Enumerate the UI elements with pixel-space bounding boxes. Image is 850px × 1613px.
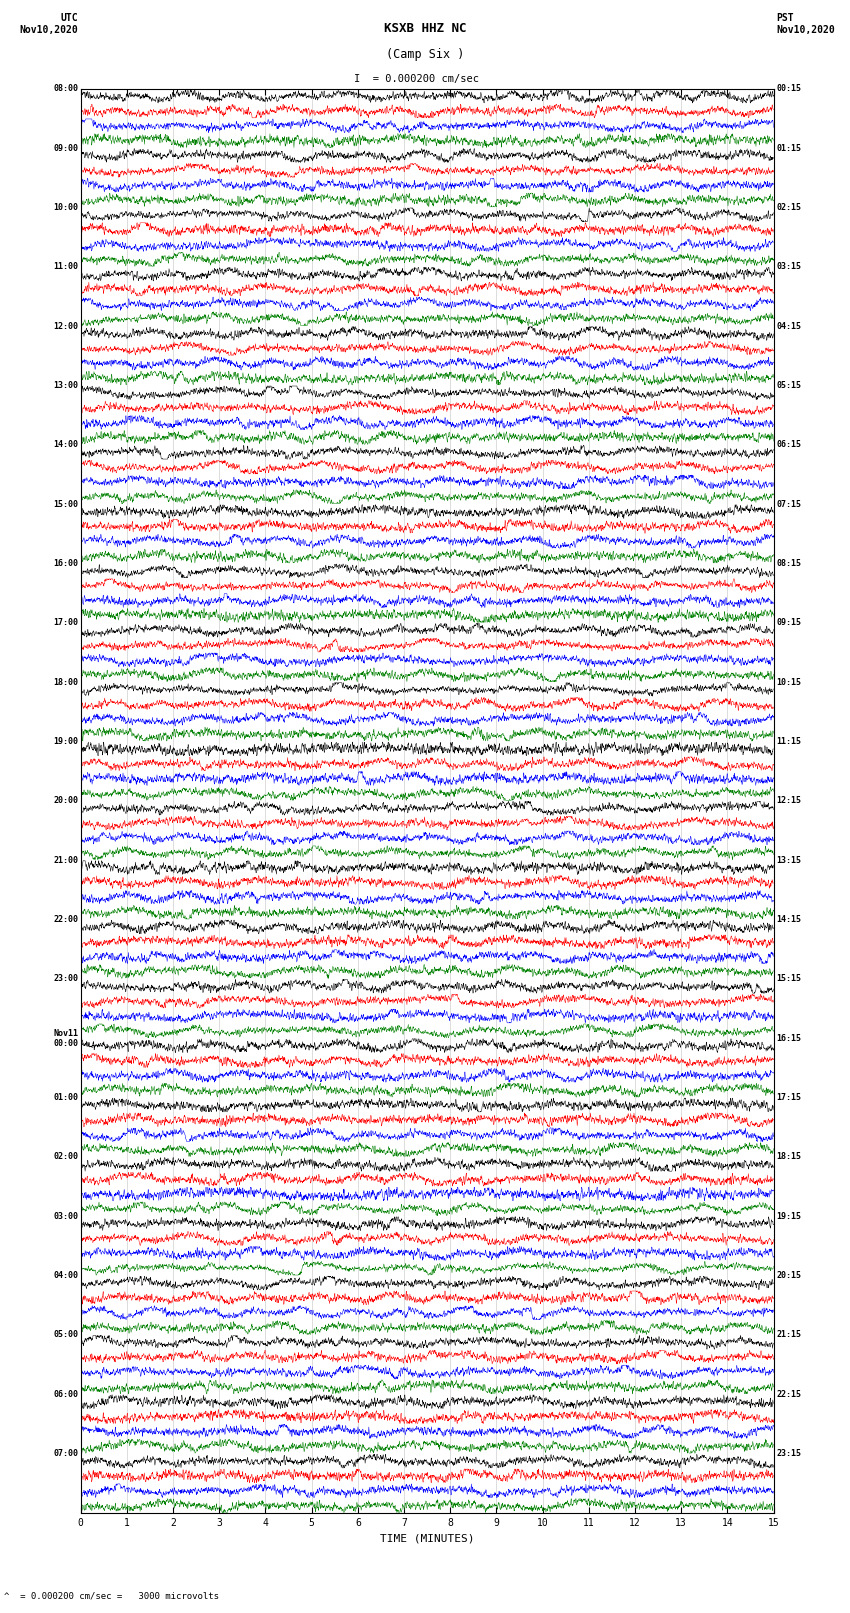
Text: 16:00: 16:00 <box>54 560 78 568</box>
Text: 10:00: 10:00 <box>54 203 78 211</box>
Text: 03:15: 03:15 <box>776 263 801 271</box>
Text: Nov11
00:00: Nov11 00:00 <box>54 1029 78 1048</box>
Text: 17:00: 17:00 <box>54 618 78 627</box>
Text: KSXB HHZ NC: KSXB HHZ NC <box>383 23 467 35</box>
Text: 15:00: 15:00 <box>54 500 78 508</box>
Text: 06:00: 06:00 <box>54 1390 78 1398</box>
Text: 14:00: 14:00 <box>54 440 78 450</box>
Text: 20:15: 20:15 <box>776 1271 801 1281</box>
Text: 05:00: 05:00 <box>54 1331 78 1339</box>
Text: 22:00: 22:00 <box>54 915 78 924</box>
Text: 23:00: 23:00 <box>54 974 78 984</box>
Text: 08:15: 08:15 <box>776 560 801 568</box>
Text: 00:15: 00:15 <box>776 84 801 94</box>
Text: 02:15: 02:15 <box>776 203 801 211</box>
Text: 03:00: 03:00 <box>54 1211 78 1221</box>
Text: 12:15: 12:15 <box>776 797 801 805</box>
Text: (Camp Six ): (Camp Six ) <box>386 48 464 61</box>
Text: 14:15: 14:15 <box>776 915 801 924</box>
Text: 09:00: 09:00 <box>54 144 78 153</box>
Text: 22:15: 22:15 <box>776 1390 801 1398</box>
Text: 13:00: 13:00 <box>54 381 78 390</box>
Text: PST
Nov10,2020: PST Nov10,2020 <box>776 13 835 35</box>
Text: 07:00: 07:00 <box>54 1448 78 1458</box>
X-axis label: TIME (MINUTES): TIME (MINUTES) <box>380 1534 474 1544</box>
Text: 19:00: 19:00 <box>54 737 78 745</box>
Text: 11:15: 11:15 <box>776 737 801 745</box>
Text: 21:15: 21:15 <box>776 1331 801 1339</box>
Text: 08:00: 08:00 <box>54 84 78 94</box>
Text: 02:00: 02:00 <box>54 1152 78 1161</box>
Text: 09:15: 09:15 <box>776 618 801 627</box>
Text: 18:15: 18:15 <box>776 1152 801 1161</box>
Text: 06:15: 06:15 <box>776 440 801 450</box>
Text: 04:00: 04:00 <box>54 1271 78 1281</box>
Text: 12:00: 12:00 <box>54 321 78 331</box>
Text: 05:15: 05:15 <box>776 381 801 390</box>
Text: 13:15: 13:15 <box>776 857 801 865</box>
Text: 11:00: 11:00 <box>54 263 78 271</box>
Text: 21:00: 21:00 <box>54 857 78 865</box>
Text: 23:15: 23:15 <box>776 1448 801 1458</box>
Text: 18:00: 18:00 <box>54 677 78 687</box>
Text: 01:15: 01:15 <box>776 144 801 153</box>
Text: ^  = 0.000200 cm/sec =   3000 microvolts: ^ = 0.000200 cm/sec = 3000 microvolts <box>4 1590 219 1600</box>
Text: 10:15: 10:15 <box>776 677 801 687</box>
Text: 20:00: 20:00 <box>54 797 78 805</box>
Text: 07:15: 07:15 <box>776 500 801 508</box>
Text: I  = 0.000200 cm/sec: I = 0.000200 cm/sec <box>354 74 479 84</box>
Text: 15:15: 15:15 <box>776 974 801 984</box>
Text: 04:15: 04:15 <box>776 321 801 331</box>
Text: 16:15: 16:15 <box>776 1034 801 1042</box>
Text: 17:15: 17:15 <box>776 1094 801 1102</box>
Text: 01:00: 01:00 <box>54 1094 78 1102</box>
Text: UTC
Nov10,2020: UTC Nov10,2020 <box>20 13 78 35</box>
Text: 19:15: 19:15 <box>776 1211 801 1221</box>
